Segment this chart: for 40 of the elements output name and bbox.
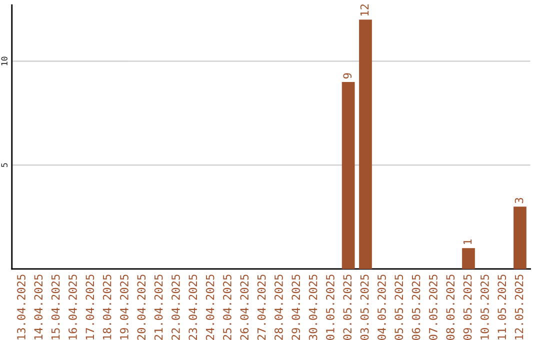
x-tick-label: 07.05.2025 xyxy=(429,274,438,340)
data-label: 3 xyxy=(514,198,524,204)
x-tick-label: 26.04.2025 xyxy=(240,274,249,340)
x-tick-label: 20.04.2025 xyxy=(137,274,146,340)
x-tick-label: 04.05.2025 xyxy=(378,274,386,340)
bar xyxy=(342,82,355,269)
y-tick-label: 10 xyxy=(1,56,8,66)
x-tick-label: 03.05.2025 xyxy=(360,274,369,340)
data-label: 9 xyxy=(343,73,352,78)
x-tick-label: 15.04.2025 xyxy=(51,274,60,340)
x-tick-label: 29.04.2025 xyxy=(292,274,300,340)
x-tick-label: 13.04.2025 xyxy=(17,274,26,340)
x-tick-label: 25.04.2025 xyxy=(223,274,232,340)
y-tick-label: 5 xyxy=(1,163,8,167)
x-tick-label: 06.05.2025 xyxy=(412,274,420,340)
x-tick-label: 05.05.2025 xyxy=(394,274,404,340)
x-tick-label: 08.05.2025 xyxy=(446,274,455,340)
x-tick-label: 18.04.2025 xyxy=(102,274,112,340)
data-label: 1 xyxy=(463,239,472,244)
bar xyxy=(462,248,475,269)
x-tick-label: 22.04.2025 xyxy=(172,274,180,340)
x-tick-label: 27.04.2025 xyxy=(257,274,266,340)
x-tick-label: 10.05.2025 xyxy=(480,274,489,340)
x-tick-label: 24.04.2025 xyxy=(206,274,214,340)
x-tick-label: 12.05.2025 xyxy=(514,274,524,340)
x-tick-label: 01.05.2025 xyxy=(326,274,334,340)
x-tick-label: 21.04.2025 xyxy=(154,274,163,340)
x-tick-label: 14.04.2025 xyxy=(34,274,43,340)
bar xyxy=(514,206,526,269)
x-tick-label: 09.05.2025 xyxy=(463,274,472,340)
x-tick-label: 23.04.2025 xyxy=(188,274,198,340)
x-tick-label: 02.05.2025 xyxy=(343,274,352,340)
x-tick-label: 11.05.2025 xyxy=(498,274,506,340)
x-tick-label: 28.04.2025 xyxy=(274,274,283,340)
x-tick-label: 17.04.2025 xyxy=(86,274,94,340)
x-tick-label: 16.04.2025 xyxy=(68,274,77,340)
x-tick-label: 19.04.2025 xyxy=(120,274,128,340)
bar xyxy=(359,20,372,269)
x-tick-label: 30.04.2025 xyxy=(308,274,318,340)
data-label: 12 xyxy=(360,4,369,16)
